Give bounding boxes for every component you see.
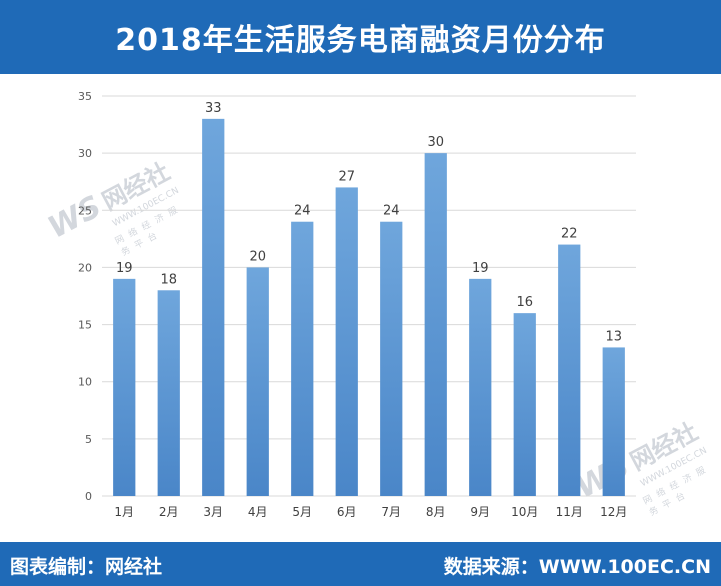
x-tick-label: 7月 bbox=[381, 505, 401, 519]
bar bbox=[469, 278, 492, 496]
bars bbox=[113, 118, 625, 496]
chart-area: WS 网经社 WWW.100EC.CN 网络经济服务平台 WS 网经社 WWW.… bbox=[0, 74, 721, 542]
y-tick-label: 5 bbox=[85, 433, 92, 446]
data-label: 24 bbox=[294, 204, 311, 219]
y-tick-label: 0 bbox=[85, 490, 92, 503]
footer-banner: 图表编制：网经社 数据来源：WWW.100EC.CN bbox=[0, 542, 721, 586]
data-label: 13 bbox=[605, 329, 622, 344]
x-tick-label: 6月 bbox=[337, 505, 357, 519]
bar bbox=[513, 313, 536, 496]
x-tick-label: 12月 bbox=[600, 505, 627, 519]
data-labels: 19 18 33 20 24 27 24 30 19 16 22 13 bbox=[116, 101, 622, 345]
data-label: 20 bbox=[249, 249, 266, 264]
x-axis: 1月 2月 3月 4月 5月 6月 7月 8月 9月 10月 11月 12月 bbox=[114, 505, 627, 519]
bar bbox=[380, 221, 403, 496]
x-tick-label: 11月 bbox=[556, 505, 583, 519]
data-label: 24 bbox=[383, 204, 400, 219]
x-tick-label: 5月 bbox=[292, 505, 312, 519]
data-label: 19 bbox=[116, 261, 133, 276]
grid-layer bbox=[102, 95, 636, 497]
bar bbox=[558, 244, 581, 496]
footer-source: 数据来源：WWW.100EC.CN bbox=[443, 556, 711, 578]
y-tick-label: 20 bbox=[78, 261, 92, 274]
y-tick-label: 35 bbox=[78, 90, 92, 103]
y-tick-label: 30 bbox=[78, 147, 92, 160]
bar bbox=[291, 221, 314, 496]
y-tick-label: 10 bbox=[78, 376, 92, 389]
data-label: 30 bbox=[427, 135, 444, 150]
y-tick-label: 15 bbox=[78, 319, 92, 332]
x-tick-label: 8月 bbox=[426, 505, 446, 519]
data-label: 19 bbox=[472, 261, 489, 276]
x-tick-label: 3月 bbox=[203, 505, 223, 519]
data-label: 27 bbox=[338, 169, 355, 184]
bar bbox=[113, 278, 136, 496]
data-label: 16 bbox=[516, 295, 533, 310]
x-tick-label: 2月 bbox=[159, 505, 179, 519]
data-label: 33 bbox=[205, 101, 222, 116]
chart-title-banner: 2018年生活服务电商融资月份分布 bbox=[0, 0, 721, 74]
bar bbox=[157, 290, 180, 496]
chart-title: 2018年生活服务电商融资月份分布 bbox=[115, 23, 606, 58]
bar bbox=[424, 153, 447, 496]
bar bbox=[202, 118, 225, 496]
data-label: 18 bbox=[160, 272, 177, 287]
data-label: 22 bbox=[561, 227, 578, 242]
y-axis: 0 5 10 15 20 25 30 35 bbox=[78, 90, 92, 503]
x-tick-label: 9月 bbox=[470, 505, 490, 519]
footer-credit: 图表编制：网经社 bbox=[10, 556, 163, 578]
bar bbox=[246, 267, 269, 496]
y-tick-label: 25 bbox=[78, 204, 92, 217]
bar bbox=[335, 187, 358, 496]
x-tick-label: 4月 bbox=[248, 505, 268, 519]
x-tick-label: 10月 bbox=[511, 505, 538, 519]
bar bbox=[602, 347, 625, 496]
x-tick-label: 1月 bbox=[114, 505, 134, 519]
